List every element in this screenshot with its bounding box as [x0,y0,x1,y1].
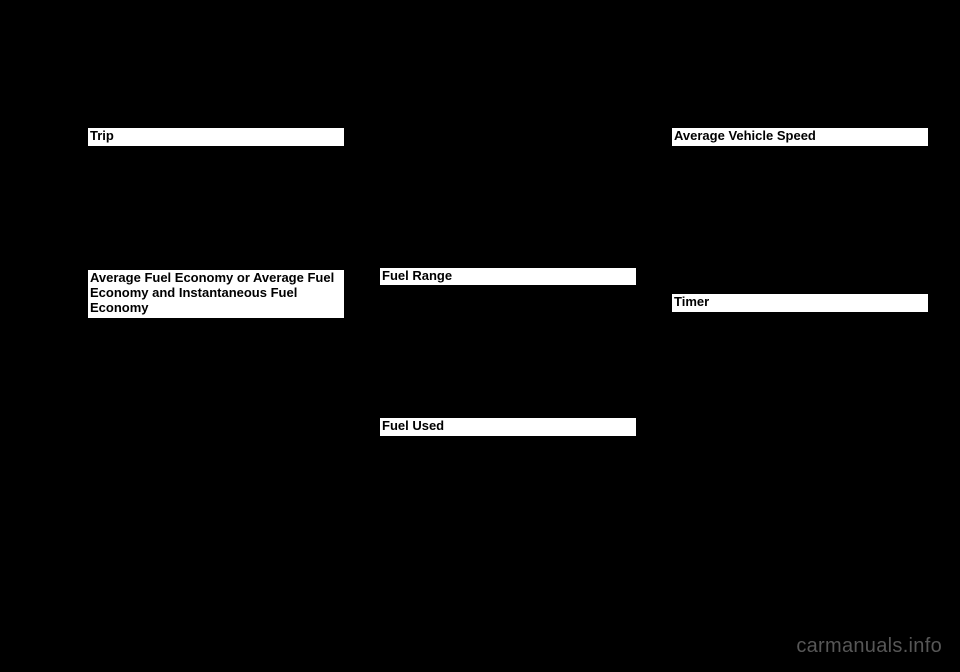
para-avg-speed: The Average Vehicle Speed display shows … [672,149,928,279]
para-instant-fuel-economy: The Instantaneous Fuel Economy display s… [380,128,636,258]
column-2: The Instantaneous Fuel Economy display s… [380,128,636,497]
column-3: Average Vehicle Speed The Average Vehicl… [672,128,928,497]
para-fuel-used: This display shows the approximate liter… [380,439,636,488]
manual-page: Trip The Trip display shows the current … [88,128,928,497]
watermark-text: carmanuals.info [796,635,942,658]
para-fuel-range: The Fuel Range display shows the approxi… [380,288,636,401]
heading-trip: Trip [88,128,344,146]
para-trip: The Trip display shows the current dista… [88,149,344,246]
heading-fuel-range: Fuel Range [380,268,636,286]
para-avg-fuel-economy: The Average Fuel Economy display shows t… [88,321,344,467]
column-1: Trip The Trip display shows the current … [88,128,344,497]
para-timer: This display can be used as a timer. To … [672,315,928,477]
heading-avg-speed: Average Vehicle Speed [672,128,928,146]
heading-fuel-used: Fuel Used [380,418,636,436]
heading-timer: Timer [672,294,928,312]
heading-avg-fuel-economy: Average Fuel Economy or Average Fuel Eco… [88,270,344,318]
